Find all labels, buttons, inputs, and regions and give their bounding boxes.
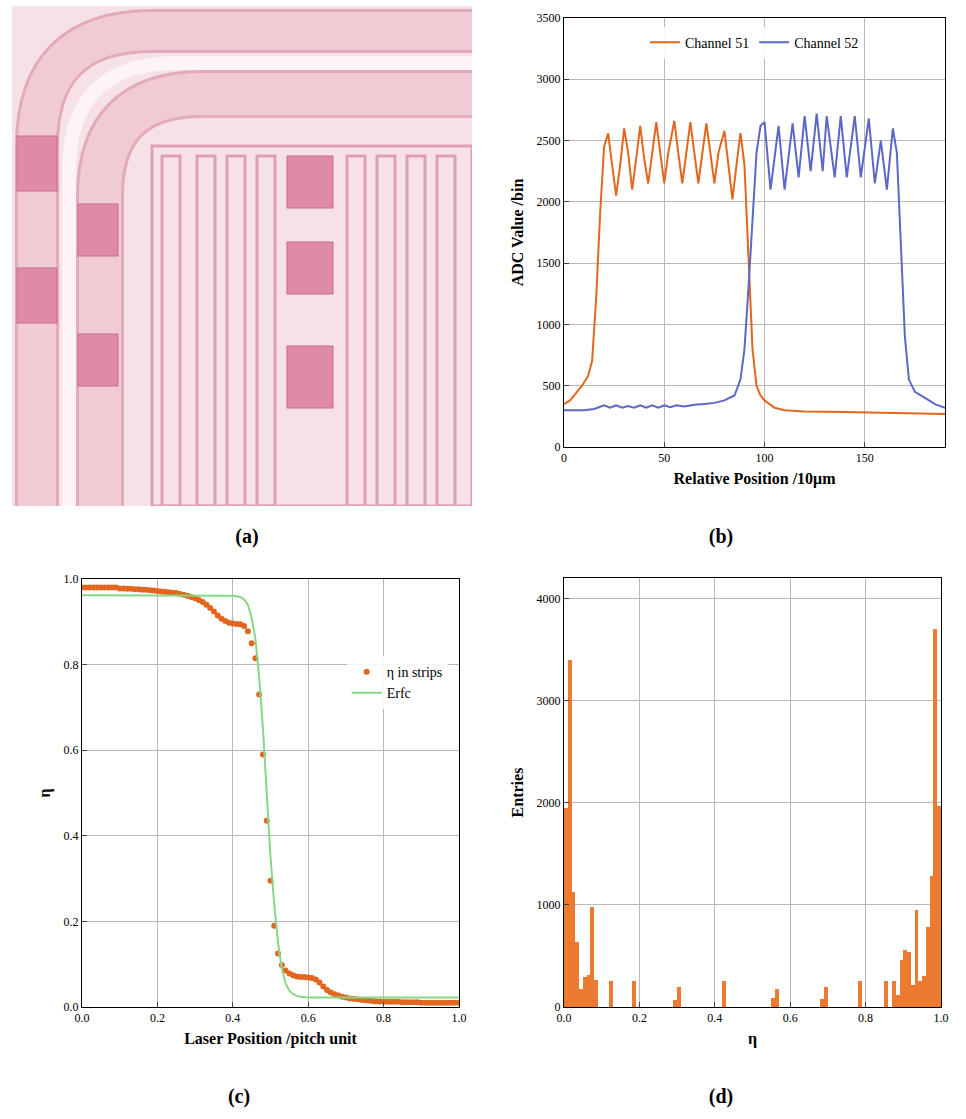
svg-text:0.4: 0.4	[707, 1011, 722, 1025]
svg-text:0.2: 0.2	[150, 1011, 165, 1025]
svg-text:η in strips: η in strips	[387, 665, 443, 680]
svg-text:2000: 2000	[537, 195, 561, 209]
svg-text:0.4: 0.4	[64, 829, 79, 843]
svg-text:0.8: 0.8	[376, 1011, 391, 1025]
svg-text:0.4: 0.4	[225, 1011, 240, 1025]
svg-text:0.6: 0.6	[64, 743, 79, 757]
svg-text:0.0: 0.0	[64, 1000, 79, 1014]
svg-text:0: 0	[561, 451, 567, 465]
svg-text:0.0: 0.0	[557, 1011, 572, 1025]
svg-text:0: 0	[555, 440, 561, 454]
svg-text:1.0: 1.0	[452, 1011, 467, 1025]
svg-text:1000: 1000	[537, 318, 561, 332]
svg-text:4000: 4000	[537, 592, 561, 606]
html-text:(d): (d)	[708, 1085, 734, 1107]
svg-text:Channel 52: Channel 52	[794, 36, 858, 51]
svg-text:Channel 51: Channel 51	[685, 36, 749, 51]
svg-text:0.6: 0.6	[783, 1011, 798, 1025]
svg-text:0.2: 0.2	[64, 915, 79, 929]
svg-text:100: 100	[756, 451, 774, 465]
svg-text:η: η	[748, 1030, 757, 1048]
svg-text:0.6: 0.6	[301, 1011, 316, 1025]
svg-text:0.2: 0.2	[632, 1011, 647, 1025]
svg-text:1.0: 1.0	[934, 1011, 949, 1025]
svg-text:0.8: 0.8	[64, 658, 79, 672]
svg-text:2000: 2000	[537, 796, 561, 810]
svg-text:0.8: 0.8	[858, 1011, 873, 1025]
svg-text:0: 0	[555, 1000, 561, 1014]
svg-text:3500: 3500	[537, 11, 561, 25]
html-text:(a): (a)	[235, 525, 259, 547]
svg-text:500: 500	[543, 379, 561, 393]
svg-text:150: 150	[856, 451, 874, 465]
svg-text:η: η	[36, 788, 54, 797]
svg-text:ADC Value /bin: ADC Value /bin	[509, 179, 526, 287]
svg-text:2500: 2500	[537, 134, 561, 148]
svg-text:Laser Position /pitch unit: Laser Position /pitch unit	[184, 1030, 357, 1048]
svg-text:0.0: 0.0	[75, 1011, 90, 1025]
svg-text:3000: 3000	[537, 694, 561, 708]
svg-text:50: 50	[658, 451, 670, 465]
svg-text:Entries: Entries	[509, 768, 526, 818]
svg-text:1.0: 1.0	[64, 572, 79, 586]
html-text:(c): (c)	[227, 1085, 251, 1107]
svg-text:1500: 1500	[537, 256, 561, 270]
svg-text:3000: 3000	[537, 72, 561, 86]
html-text:(b): (b)	[708, 525, 734, 547]
svg-text:1000: 1000	[537, 898, 561, 912]
svg-text:Relative Position /10μm: Relative Position /10μm	[674, 470, 837, 488]
svg-text:Erfc: Erfc	[387, 686, 411, 701]
